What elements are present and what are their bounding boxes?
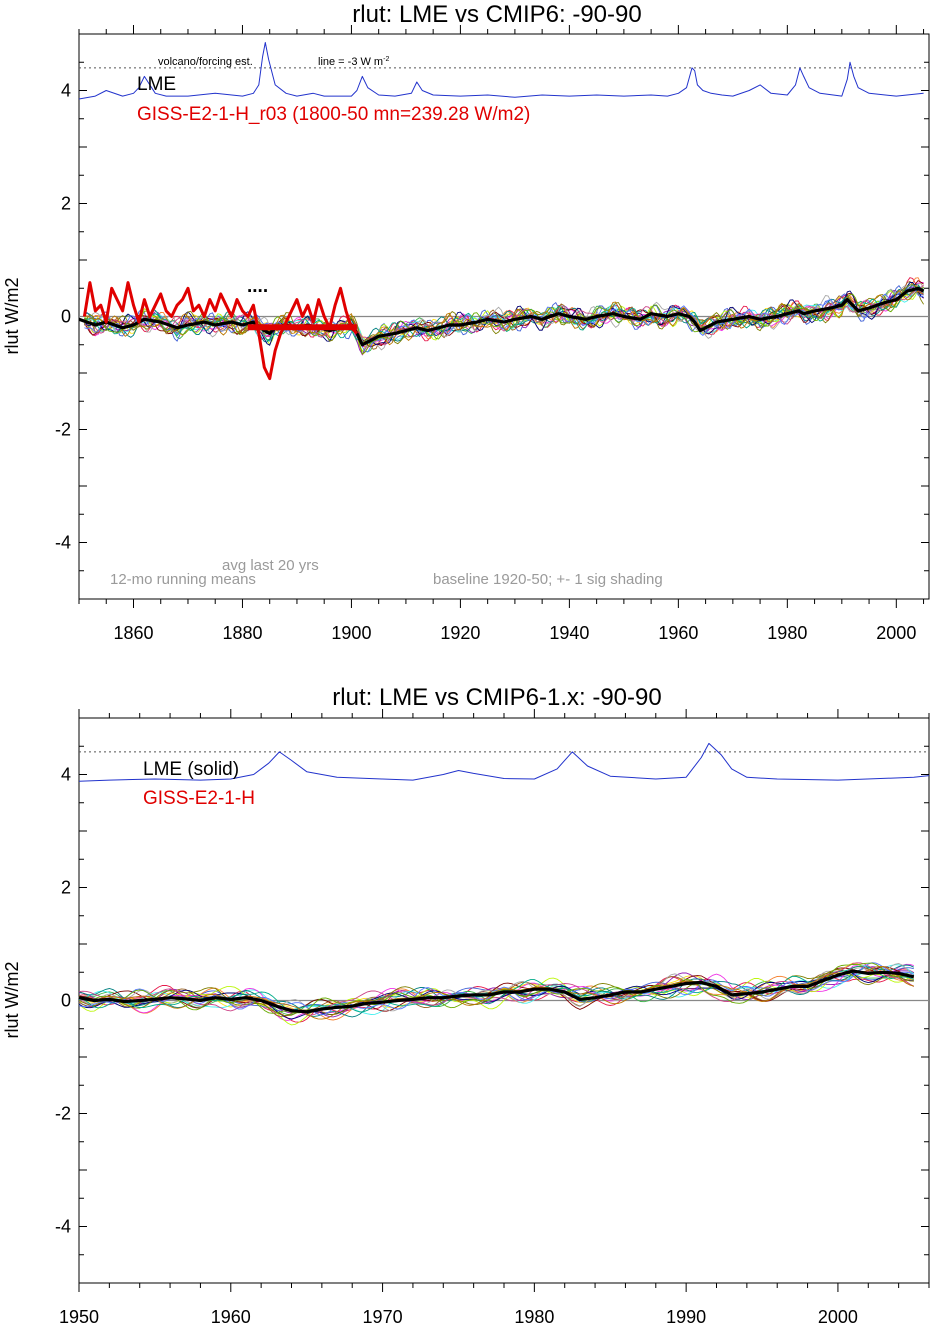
top-series-group: [78, 42, 929, 381]
bottom-legend-giss: GISS-E2-1-H: [143, 788, 255, 809]
bottom-volcanic-forcing-line: [78, 742, 930, 782]
top-ensemble-member-line: [84, 283, 924, 353]
top-chart-panel: rlut: LME vs CMIP6: -90-90 rlut W/m2 -4 -…: [2, 1, 930, 643]
bottom-y-tick-label: -4: [55, 1217, 71, 1237]
top-y-axis-label: rlut W/m2: [2, 277, 22, 354]
top-legend-lme: LME: [137, 74, 176, 95]
top-x-tick-label: 1860: [113, 623, 153, 643]
top-volcano-annotation: volcano/forcing est.: [158, 56, 253, 68]
bottom-x-tick-label: 1980: [514, 1307, 554, 1325]
top-x-tick-label: 1920: [440, 623, 480, 643]
top-lme-mean-line: [78, 286, 925, 347]
bottom-ensemble-member-line: [78, 962, 915, 1016]
top-ensemble-member-line: [84, 289, 924, 346]
top-x-tick-label: 1960: [658, 623, 698, 643]
bottom-x-tick-label: 1950: [59, 1307, 99, 1325]
bottom-y-axis-label: rlut W/m2: [2, 961, 22, 1038]
bottom-x-tick-label: 1970: [363, 1307, 403, 1325]
bottom-ensemble-member-line: [78, 970, 914, 1020]
bottom-ensemble-member-line: [78, 965, 914, 1020]
bottom-x-tick-label: 1990: [666, 1307, 706, 1325]
top-y-tick-label: -2: [55, 420, 71, 440]
bottom-y-tick-label: 0: [61, 991, 71, 1011]
top-x-tick-label: 1980: [767, 623, 807, 643]
bottom-axis-ticks: -4 -2 0 2 4 1950 1960 1970 1980 1990 2000: [55, 709, 930, 1325]
top-avg-annotation: avg last 20 yrs: [222, 557, 319, 574]
top-ensemble-member-line: [83, 290, 924, 345]
top-x-tick-label: 1880: [222, 623, 262, 643]
top-running-annotation: 12-mo running means: [110, 571, 256, 588]
top-x-tick-label: 1940: [549, 623, 589, 643]
top-baseline-annotation: baseline 1920-50; +- 1 sig shading: [433, 571, 663, 588]
bottom-y-tick-label: 2: [61, 878, 71, 898]
bottom-x-tick-label: 1960: [211, 1307, 251, 1325]
top-chart-title: rlut: LME vs CMIP6: -90-90: [352, 1, 641, 28]
bottom-legend-lme: LME (solid): [143, 759, 239, 780]
top-y-tick-label: 2: [61, 194, 71, 214]
top-ensemble-member-line: [84, 284, 924, 346]
top-ensemble-member-line: [84, 282, 924, 349]
top-y-tick-label: -4: [55, 533, 71, 553]
top-x-tick-label: 2000: [876, 623, 916, 643]
top-legend-giss: GISS-E2-1-H_r03 (1800-50 mn=239.28 W/m2): [137, 104, 530, 125]
top-ensemble-member-line: [84, 280, 924, 350]
top-dots-annotation: ....: [247, 276, 268, 297]
top-y-tick-label: 0: [61, 307, 71, 327]
top-ensemble-member-line: [84, 282, 924, 351]
bottom-y-tick-label: 4: [61, 765, 71, 785]
bottom-chart-title: rlut: LME vs CMIP6-1.x: -90-90: [332, 684, 661, 711]
bottom-chart-panel: rlut: LME vs CMIP6-1.x: -90-90 rlut W/m2…: [2, 684, 930, 1325]
bottom-lme-mean-line: [78, 969, 915, 1014]
top-y-tick-label: 4: [61, 81, 71, 101]
bottom-series-group: [78, 742, 930, 1026]
bottom-x-tick-label: 2000: [818, 1307, 858, 1325]
top-line-annotation: line = -3 W m-2: [318, 56, 389, 68]
top-giss-model-line: [82, 281, 358, 381]
top-x-tick-label: 1900: [331, 623, 371, 643]
bottom-y-tick-label: -2: [55, 1104, 71, 1124]
top-volcanic-forcing-line: [78, 42, 924, 100]
